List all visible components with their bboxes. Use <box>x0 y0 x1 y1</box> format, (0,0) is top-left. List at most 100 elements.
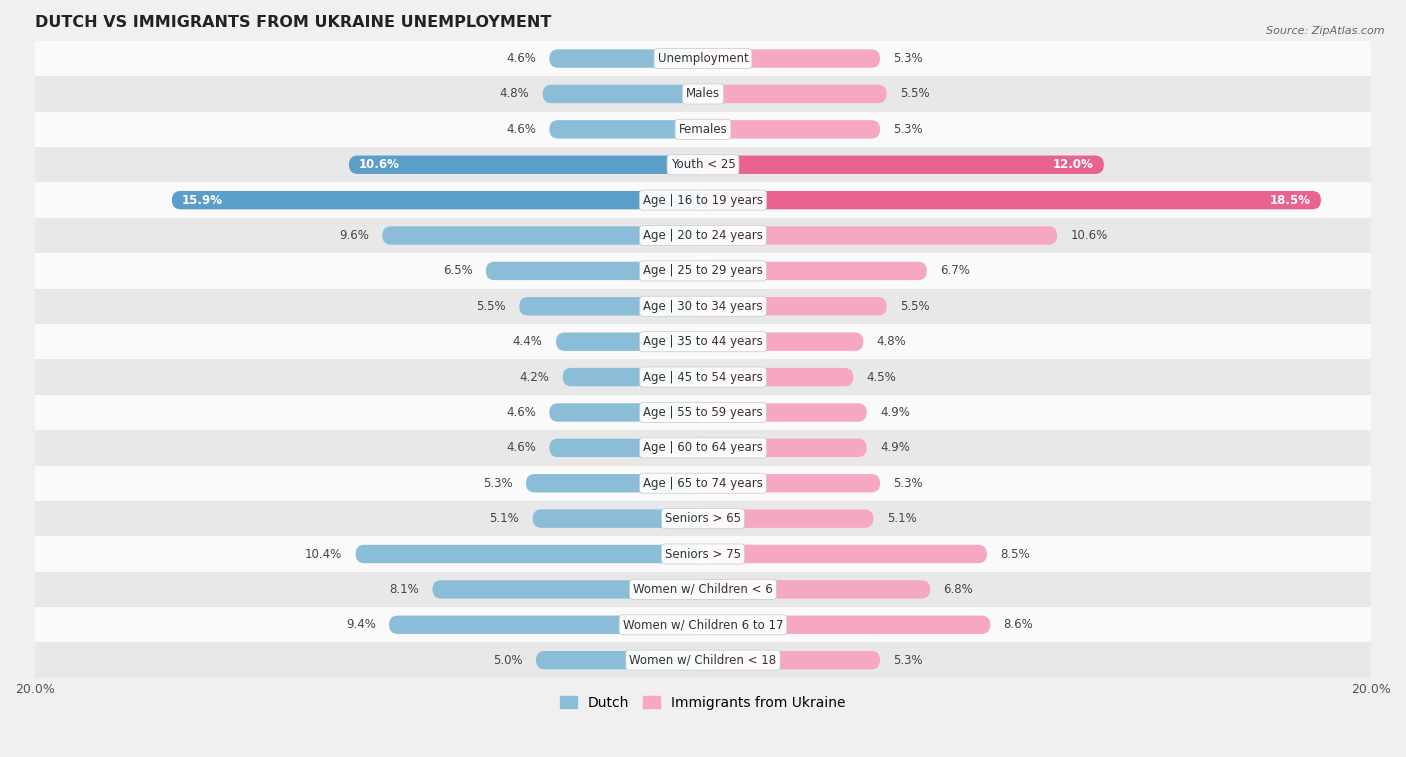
Text: Age | 30 to 34 years: Age | 30 to 34 years <box>643 300 763 313</box>
FancyBboxPatch shape <box>519 297 703 316</box>
Text: 6.5%: 6.5% <box>443 264 472 277</box>
Text: Age | 45 to 54 years: Age | 45 to 54 years <box>643 371 763 384</box>
FancyBboxPatch shape <box>703 49 880 68</box>
Text: 4.6%: 4.6% <box>506 441 536 454</box>
Text: 9.4%: 9.4% <box>346 618 375 631</box>
FancyBboxPatch shape <box>486 262 703 280</box>
Text: 5.3%: 5.3% <box>893 123 922 136</box>
FancyBboxPatch shape <box>389 615 703 634</box>
FancyBboxPatch shape <box>703 545 987 563</box>
Bar <box>35 466 1371 501</box>
Bar <box>35 501 1371 536</box>
Text: 9.6%: 9.6% <box>339 229 368 242</box>
Text: 5.5%: 5.5% <box>477 300 506 313</box>
FancyBboxPatch shape <box>703 615 990 634</box>
Text: 5.3%: 5.3% <box>893 653 922 667</box>
Bar <box>35 643 1371 678</box>
Text: 18.5%: 18.5% <box>1270 194 1310 207</box>
Text: 5.3%: 5.3% <box>893 52 922 65</box>
Bar <box>35 76 1371 112</box>
Bar <box>35 536 1371 572</box>
FancyBboxPatch shape <box>550 120 703 139</box>
FancyBboxPatch shape <box>703 403 866 422</box>
Text: 4.9%: 4.9% <box>880 406 910 419</box>
Text: 4.6%: 4.6% <box>506 52 536 65</box>
Text: 12.0%: 12.0% <box>1053 158 1094 171</box>
Bar <box>35 324 1371 360</box>
FancyBboxPatch shape <box>555 332 703 351</box>
Bar <box>35 41 1371 76</box>
Text: 5.5%: 5.5% <box>900 300 929 313</box>
Bar <box>35 112 1371 147</box>
Text: 4.9%: 4.9% <box>880 441 910 454</box>
Text: Seniors > 65: Seniors > 65 <box>665 512 741 525</box>
FancyBboxPatch shape <box>703 226 1057 245</box>
Bar <box>35 607 1371 643</box>
FancyBboxPatch shape <box>703 155 1104 174</box>
Bar <box>35 430 1371 466</box>
FancyBboxPatch shape <box>703 509 873 528</box>
FancyBboxPatch shape <box>433 580 703 599</box>
FancyBboxPatch shape <box>172 191 703 210</box>
Text: 5.1%: 5.1% <box>489 512 519 525</box>
Text: Age | 25 to 29 years: Age | 25 to 29 years <box>643 264 763 277</box>
FancyBboxPatch shape <box>703 120 880 139</box>
Text: 10.6%: 10.6% <box>359 158 399 171</box>
FancyBboxPatch shape <box>703 262 927 280</box>
Text: Females: Females <box>679 123 727 136</box>
Text: 10.4%: 10.4% <box>305 547 342 560</box>
Text: 8.6%: 8.6% <box>1004 618 1033 631</box>
FancyBboxPatch shape <box>703 297 887 316</box>
Text: DUTCH VS IMMIGRANTS FROM UKRAINE UNEMPLOYMENT: DUTCH VS IMMIGRANTS FROM UKRAINE UNEMPLO… <box>35 15 551 30</box>
Text: 4.2%: 4.2% <box>519 371 550 384</box>
Text: 4.8%: 4.8% <box>877 335 907 348</box>
Text: 4.5%: 4.5% <box>866 371 897 384</box>
Text: 4.4%: 4.4% <box>513 335 543 348</box>
FancyBboxPatch shape <box>550 49 703 68</box>
Text: Age | 60 to 64 years: Age | 60 to 64 years <box>643 441 763 454</box>
Text: Age | 35 to 44 years: Age | 35 to 44 years <box>643 335 763 348</box>
FancyBboxPatch shape <box>526 474 703 493</box>
Text: 6.8%: 6.8% <box>943 583 973 596</box>
Text: 5.5%: 5.5% <box>900 88 929 101</box>
Bar <box>35 182 1371 218</box>
FancyBboxPatch shape <box>703 438 866 457</box>
FancyBboxPatch shape <box>536 651 703 669</box>
FancyBboxPatch shape <box>533 509 703 528</box>
FancyBboxPatch shape <box>382 226 703 245</box>
FancyBboxPatch shape <box>562 368 703 386</box>
FancyBboxPatch shape <box>703 85 887 103</box>
Text: Age | 20 to 24 years: Age | 20 to 24 years <box>643 229 763 242</box>
Text: Unemployment: Unemployment <box>658 52 748 65</box>
Bar <box>35 253 1371 288</box>
Text: Women w/ Children < 6: Women w/ Children < 6 <box>633 583 773 596</box>
FancyBboxPatch shape <box>543 85 703 103</box>
FancyBboxPatch shape <box>550 438 703 457</box>
Text: 5.1%: 5.1% <box>887 512 917 525</box>
Text: 4.6%: 4.6% <box>506 406 536 419</box>
Text: 5.0%: 5.0% <box>494 653 523 667</box>
FancyBboxPatch shape <box>703 332 863 351</box>
Text: 8.1%: 8.1% <box>389 583 419 596</box>
Text: Age | 16 to 19 years: Age | 16 to 19 years <box>643 194 763 207</box>
Legend: Dutch, Immigrants from Ukraine: Dutch, Immigrants from Ukraine <box>555 690 851 715</box>
FancyBboxPatch shape <box>356 545 703 563</box>
Bar <box>35 360 1371 394</box>
FancyBboxPatch shape <box>703 191 1322 210</box>
Text: 8.5%: 8.5% <box>1000 547 1031 560</box>
Text: Age | 55 to 59 years: Age | 55 to 59 years <box>643 406 763 419</box>
Text: 4.8%: 4.8% <box>499 88 529 101</box>
Text: 10.6%: 10.6% <box>1070 229 1108 242</box>
FancyBboxPatch shape <box>703 368 853 386</box>
Bar <box>35 147 1371 182</box>
Bar <box>35 288 1371 324</box>
Text: Women w/ Children 6 to 17: Women w/ Children 6 to 17 <box>623 618 783 631</box>
Text: Males: Males <box>686 88 720 101</box>
Text: 15.9%: 15.9% <box>181 194 224 207</box>
FancyBboxPatch shape <box>703 651 880 669</box>
Text: Age | 65 to 74 years: Age | 65 to 74 years <box>643 477 763 490</box>
FancyBboxPatch shape <box>550 403 703 422</box>
Text: Seniors > 75: Seniors > 75 <box>665 547 741 560</box>
Bar <box>35 572 1371 607</box>
Text: Women w/ Children < 18: Women w/ Children < 18 <box>630 653 776 667</box>
